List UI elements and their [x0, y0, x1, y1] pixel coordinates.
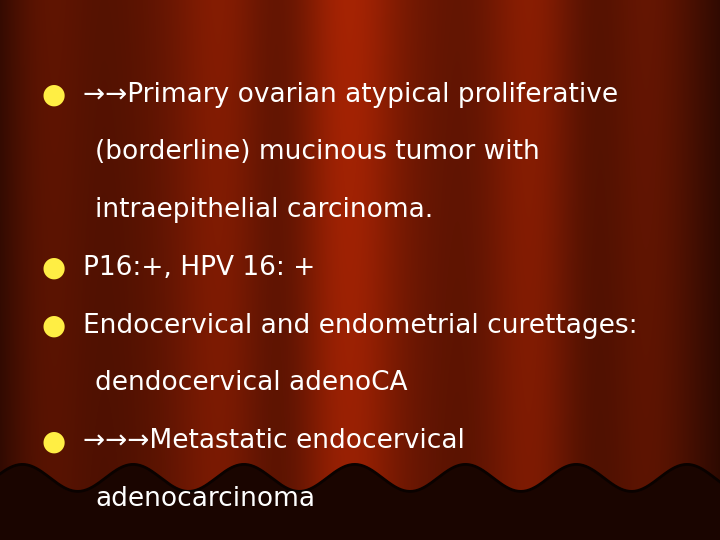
- Text: ●: ●: [42, 254, 66, 282]
- Text: →→→Metastatic endocervical: →→→Metastatic endocervical: [83, 428, 464, 454]
- Text: dendocervical adenoCA: dendocervical adenoCA: [95, 370, 408, 396]
- Text: ●: ●: [42, 312, 66, 340]
- Text: ●: ●: [42, 80, 66, 109]
- Text: P16:+, HPV 16: +: P16:+, HPV 16: +: [83, 255, 315, 281]
- Text: (borderline) mucinous tumor with: (borderline) mucinous tumor with: [95, 139, 540, 165]
- Text: ●: ●: [42, 427, 66, 455]
- Text: →→Primary ovarian atypical proliferative: →→Primary ovarian atypical proliferative: [83, 82, 618, 107]
- Text: adenocarcinoma: adenocarcinoma: [95, 486, 315, 512]
- Text: Endocervical and endometrial curettages:: Endocervical and endometrial curettages:: [83, 313, 637, 339]
- Text: intraepithelial carcinoma.: intraepithelial carcinoma.: [95, 197, 433, 223]
